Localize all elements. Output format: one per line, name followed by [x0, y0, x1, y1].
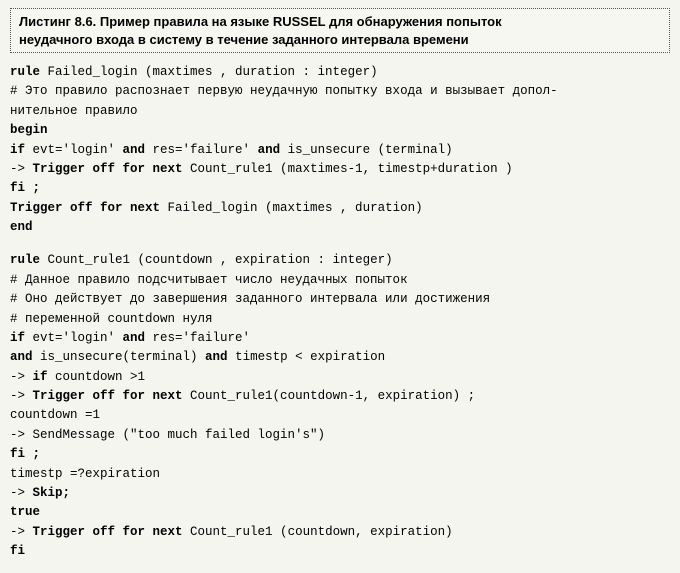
code-text: -> SendMessage ("too much failed login's…	[10, 428, 325, 442]
code-line: timestp =?expiration	[10, 465, 670, 484]
code-line: -> Trigger off for next Count_rule1 (max…	[10, 160, 670, 179]
code-line: true	[10, 503, 670, 522]
code-line: -> Trigger off for next Count_rule1(coun…	[10, 387, 670, 406]
keyword-text: and	[10, 350, 40, 364]
code-text: # Это правило распознает первую неудачну…	[10, 84, 558, 98]
code-text: # переменной countdown нуля	[10, 312, 213, 326]
code-text: # Оно действует до завершения заданного …	[10, 292, 490, 306]
code-text: Count_rule1(countdown-1, expiration) ;	[190, 389, 475, 403]
code-line: -> if countdown >1	[10, 368, 670, 387]
keyword-text: end	[10, 220, 33, 234]
listing-title-box: Листинг 8.6. Пример правила на языке RUS…	[10, 8, 670, 53]
code-line: rule Failed_login (maxtimes , duration :…	[10, 63, 670, 82]
code-line: -> Skip;	[10, 484, 670, 503]
keyword-text: rule	[10, 253, 48, 267]
listing-page: Листинг 8.6. Пример правила на языке RUS…	[0, 0, 680, 573]
code-text: evt='login'	[33, 331, 123, 345]
listing-title-line2: неудачного входа в систему в течение зад…	[19, 31, 661, 49]
listing-title-line1: Листинг 8.6. Пример правила на языке RUS…	[19, 13, 661, 31]
code-line: -> Trigger off for next Count_rule1 (cou…	[10, 523, 670, 542]
code-text: нительное правило	[10, 104, 138, 118]
code-text: Failed_login (maxtimes , duration)	[168, 201, 423, 215]
code-line: fi ;	[10, 179, 670, 198]
code-block: rule Failed_login (maxtimes , duration :…	[10, 63, 670, 561]
keyword-text: Trigger off for next	[33, 162, 191, 176]
code-text: Count_rule1 (countdown, expiration)	[190, 525, 453, 539]
code-line: # Это правило распознает первую неудачну…	[10, 82, 670, 101]
code-text: ->	[10, 162, 33, 176]
code-line: and is_unsecure(terminal) and timestp < …	[10, 348, 670, 367]
code-text: res='failure'	[153, 143, 258, 157]
code-text: ->	[10, 370, 33, 384]
keyword-text: begin	[10, 123, 48, 137]
code-text: Count_rule1 (maxtimes-1, timestp+duratio…	[190, 162, 513, 176]
code-line: if evt='login' and res='failure' and is_…	[10, 141, 670, 160]
code-line: fi ;	[10, 445, 670, 464]
code-line: нительное правило	[10, 102, 670, 121]
code-line: countdown =1	[10, 406, 670, 425]
keyword-text: Skip;	[33, 486, 71, 500]
code-text: res='failure'	[153, 331, 251, 345]
keyword-text: and	[123, 331, 153, 345]
blank-line	[10, 237, 670, 251]
code-line: fi	[10, 542, 670, 561]
code-text: Failed_login (maxtimes , duration : inte…	[48, 65, 378, 79]
code-text: # Данное правило подсчитывает число неуд…	[10, 273, 408, 287]
code-text: countdown =1	[10, 408, 100, 422]
keyword-text: and	[123, 143, 153, 157]
keyword-text: true	[10, 505, 40, 519]
code-text: Count_rule1 (countdown , expiration : in…	[48, 253, 393, 267]
code-line: -> SendMessage ("too much failed login's…	[10, 426, 670, 445]
keyword-text: Trigger off for next	[33, 389, 191, 403]
code-line: # переменной countdown нуля	[10, 310, 670, 329]
keyword-text: Trigger off for next	[33, 525, 191, 539]
keyword-text: Trigger off for next	[10, 201, 168, 215]
code-text: ->	[10, 389, 33, 403]
keyword-text: rule	[10, 65, 48, 79]
code-line: rule Count_rule1 (countdown , expiration…	[10, 251, 670, 270]
code-line: end	[10, 218, 670, 237]
code-text: is_unsecure (terminal)	[288, 143, 453, 157]
code-line: begin	[10, 121, 670, 140]
code-text: ->	[10, 525, 33, 539]
code-line: if evt='login' and res='failure'	[10, 329, 670, 348]
code-line: # Оно действует до завершения заданного …	[10, 290, 670, 309]
code-text: countdown >1	[55, 370, 145, 384]
code-line: Trigger off for next Failed_login (maxti…	[10, 199, 670, 218]
code-line: # Данное правило подсчитывает число неуд…	[10, 271, 670, 290]
code-text: evt='login'	[33, 143, 123, 157]
keyword-text: fi	[10, 544, 25, 558]
code-text: ->	[10, 486, 33, 500]
keyword-text: and	[258, 143, 288, 157]
keyword-text: if	[10, 143, 33, 157]
keyword-text: if	[33, 370, 56, 384]
keyword-text: if	[10, 331, 33, 345]
code-text: timestp =?expiration	[10, 467, 160, 481]
code-text: is_unsecure(terminal)	[40, 350, 205, 364]
keyword-text: fi ;	[10, 447, 40, 461]
keyword-text: and	[205, 350, 235, 364]
code-text: timestp < expiration	[235, 350, 385, 364]
keyword-text: fi ;	[10, 181, 40, 195]
